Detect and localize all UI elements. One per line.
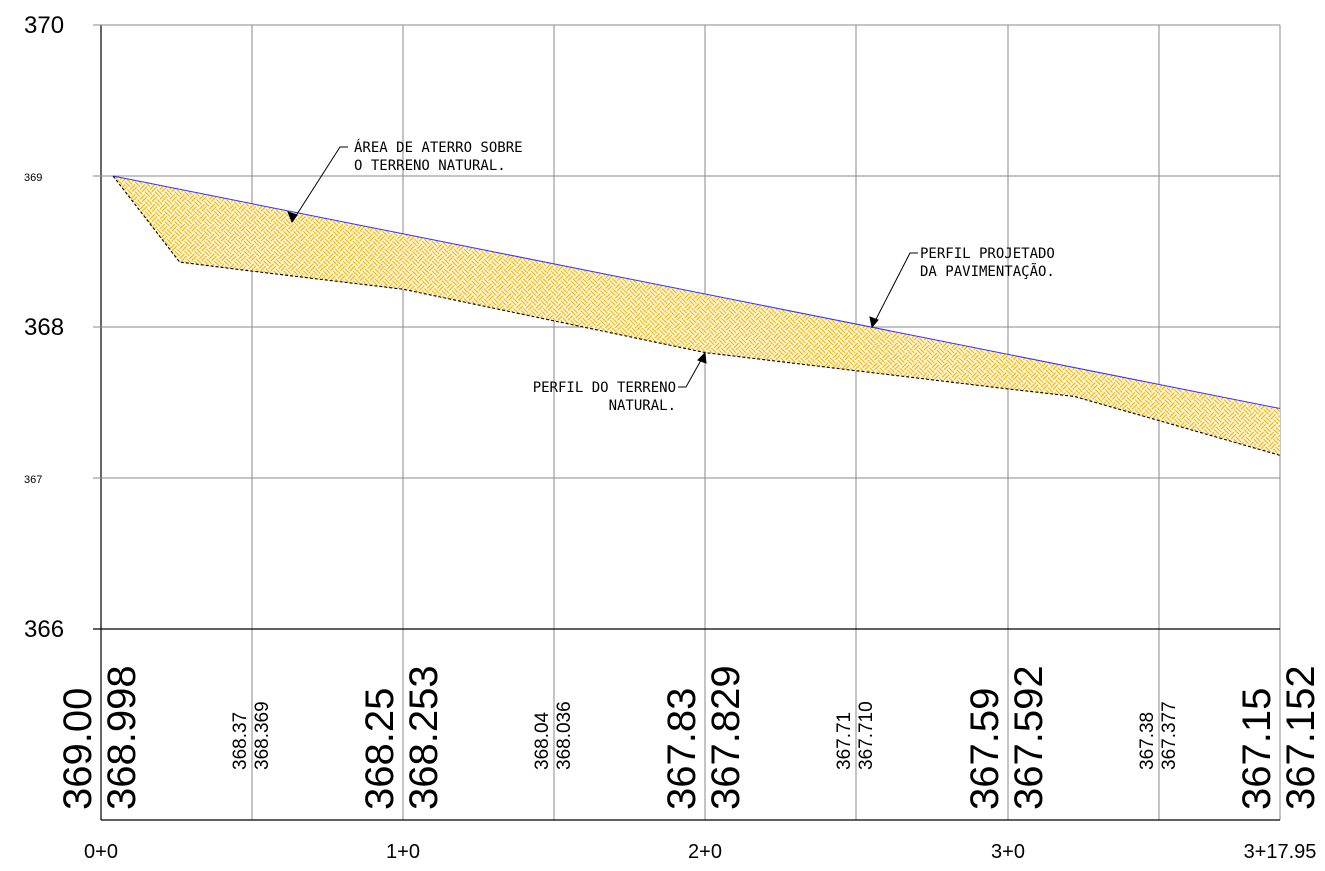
- design-profile-leader: [871, 252, 918, 328]
- x-tick-label: 3+0: [991, 841, 1025, 863]
- ground-elevation-label: 368.369: [252, 701, 273, 770]
- design-elevation-label: 367.59: [963, 688, 1007, 810]
- ground-elevation-label: 367.377: [1159, 701, 1180, 770]
- ground-elevation-label: 367.829: [704, 665, 748, 810]
- x-tick-label: 2+0: [688, 841, 722, 863]
- ground-elevation-label: 368.998: [100, 665, 144, 810]
- grid-lines: [93, 24, 1281, 821]
- ground-profile-arrowhead: [697, 351, 707, 364]
- elevation-table: 369.00 368.998 368.37 368.369 368.25 368.253 3…: [56, 665, 1323, 810]
- x-tick-label: 1+0: [386, 841, 420, 863]
- fill-area-note-line-1: ÁREA DE ATERRO SOBRE: [354, 139, 523, 156]
- y-tick-label: 368: [24, 314, 64, 341]
- fill-area-leader: [291, 146, 348, 223]
- design-elevation-label: 367.15: [1235, 688, 1279, 810]
- leader-lines: [287, 146, 918, 388]
- fill-area-hatch: [113, 176, 1281, 456]
- y-axis-labels: 370 369 368 367 366: [24, 12, 64, 643]
- ground-elevation-label: 368.036: [554, 701, 575, 770]
- design-elevation-label: 369.00: [56, 688, 100, 810]
- design-profile-line: [112, 175, 1281, 410]
- design-profile-note-line-1: PERFIL PROJETADO: [920, 246, 1055, 262]
- y-tick-label: 369: [24, 172, 42, 184]
- design-profile-note-line-2: DA PAVIMENTAÇÃO.: [920, 263, 1055, 280]
- ground-profile-note-line-1: PERFIL DO TERRENO: [533, 380, 676, 396]
- ground-elevation-label: 368.253: [402, 665, 446, 810]
- x-axis-labels: 0+0 1+0 2+0 3+0 3+17.95: [84, 841, 1316, 863]
- x-tick-label: 0+0: [84, 841, 118, 863]
- design-elevation-label: 368.25: [358, 688, 402, 810]
- design-elevation-label: 368.37: [230, 712, 251, 770]
- design-profile-arrowhead: [869, 316, 879, 329]
- x-tick-label: 3+17.95: [1244, 841, 1317, 863]
- y-tick-label: 366: [24, 616, 64, 643]
- design-elevation-label: 367.83: [660, 688, 704, 810]
- ground-profile-note-line-2: NATURAL.: [609, 398, 676, 414]
- ground-profile-leader: [678, 352, 706, 388]
- ground-elevation-label: 367.710: [856, 701, 877, 770]
- ground-elevation-label: 367.592: [1007, 665, 1051, 810]
- y-tick-label: 367: [24, 474, 42, 486]
- ground-profile-line: [112, 175, 1281, 456]
- y-tick-label: 370: [24, 12, 64, 39]
- design-elevation-label: 367.38: [1137, 712, 1158, 770]
- fill-area-arrowhead: [287, 211, 298, 224]
- fill-area-note-line-2: O TERRENO NATURAL.: [354, 158, 506, 174]
- design-elevation-label: 367.71: [834, 712, 855, 770]
- design-elevation-label: 368.04: [532, 711, 553, 770]
- ground-elevation-label: 367.152: [1279, 665, 1323, 810]
